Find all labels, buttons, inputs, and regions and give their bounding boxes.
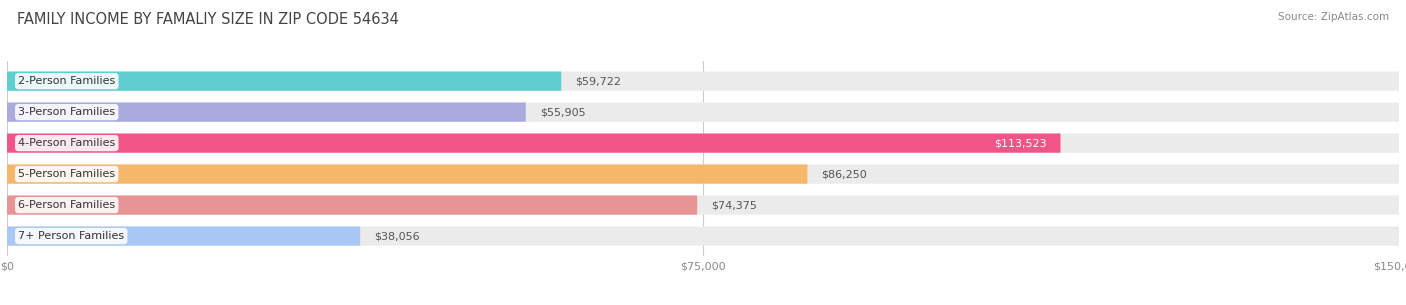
Text: 2-Person Families: 2-Person Families	[18, 76, 115, 86]
Text: $38,056: $38,056	[374, 231, 420, 241]
Text: 5-Person Families: 5-Person Families	[18, 169, 115, 179]
Text: 6-Person Families: 6-Person Families	[18, 200, 115, 210]
Text: 7+ Person Families: 7+ Person Families	[18, 231, 124, 241]
FancyBboxPatch shape	[7, 72, 1399, 91]
FancyBboxPatch shape	[7, 102, 1399, 122]
Text: $113,523: $113,523	[994, 138, 1046, 148]
FancyBboxPatch shape	[7, 102, 526, 122]
FancyBboxPatch shape	[7, 134, 1060, 153]
FancyBboxPatch shape	[7, 196, 1399, 215]
Text: $86,250: $86,250	[821, 169, 868, 179]
Text: 4-Person Families: 4-Person Families	[18, 138, 115, 148]
Text: 3-Person Families: 3-Person Families	[18, 107, 115, 117]
Text: $59,722: $59,722	[575, 76, 621, 86]
FancyBboxPatch shape	[7, 196, 697, 215]
FancyBboxPatch shape	[7, 226, 1399, 246]
FancyBboxPatch shape	[7, 134, 1399, 153]
Text: $74,375: $74,375	[711, 200, 756, 210]
Text: $55,905: $55,905	[540, 107, 585, 117]
FancyBboxPatch shape	[7, 72, 561, 91]
Text: FAMILY INCOME BY FAMALIY SIZE IN ZIP CODE 54634: FAMILY INCOME BY FAMALIY SIZE IN ZIP COD…	[17, 12, 399, 27]
FancyBboxPatch shape	[7, 226, 360, 246]
FancyBboxPatch shape	[7, 164, 1399, 184]
FancyBboxPatch shape	[7, 164, 807, 184]
Text: Source: ZipAtlas.com: Source: ZipAtlas.com	[1278, 12, 1389, 22]
